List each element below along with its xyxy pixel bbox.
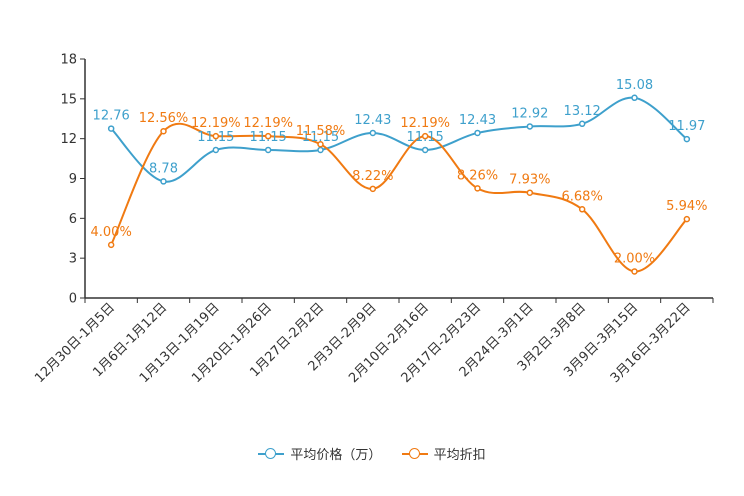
y-tick-label: 15: [60, 92, 77, 107]
series-0-data-label: 11.15: [250, 130, 287, 145]
legend-discount-label: 平均折扣: [433, 448, 486, 463]
series-1-point: [526, 189, 534, 196]
series-0-data-label: 11.15: [197, 130, 234, 145]
series-1-data-label: 8.22%: [352, 169, 393, 184]
series-1-data-label: 11.58%: [296, 124, 346, 139]
series-1-point: [369, 185, 377, 193]
series-1-data-label: 8.26%: [457, 168, 498, 183]
y-tick-label: 9: [69, 172, 77, 187]
series-1-point: [474, 185, 481, 192]
series-1-point: [212, 132, 220, 140]
series-1-point: [160, 127, 167, 135]
series-1-data-label: 12.19%: [400, 116, 450, 131]
series-1-point: [683, 215, 691, 223]
series-0-point: [631, 94, 638, 102]
data-labels: 12.76 8.78 11.15 11.15 11.15 12.43 11.15 12.43 1…: [91, 78, 708, 267]
series-0-data-label: 12.43: [354, 113, 391, 128]
legend-price-swatch: [258, 447, 285, 461]
y-tick-label: 0: [69, 292, 77, 307]
y-tick-label: 6: [69, 212, 77, 227]
series-0-data-label: 8.78: [149, 161, 178, 176]
series-0-data-label: 11.15: [302, 130, 339, 145]
series-0-data-label: 12.76: [93, 109, 130, 124]
series-0-point: [160, 178, 167, 185]
series-0-point: [683, 135, 691, 143]
series-1-point: [578, 206, 586, 213]
y-tick-label: 3: [69, 252, 77, 267]
series-0-point: [369, 129, 377, 137]
series-line-1: [110, 122, 688, 273]
series-1-point: [107, 241, 115, 249]
series-0-data-label: 12.92: [511, 106, 548, 121]
series-0-point: [107, 125, 115, 132]
series-0-point: [212, 146, 220, 154]
legend-item-price[interactable]: 平均价格（万）: [258, 444, 381, 463]
series-0-point: [317, 146, 324, 154]
series-1-data-label: 12.56%: [139, 111, 189, 126]
series-0-point: [526, 123, 534, 130]
series-1-data-label: 2.00%: [614, 251, 655, 266]
legend-discount-swatch: [401, 447, 428, 461]
series-0-data-label: 11.15: [407, 130, 444, 145]
series-1-data-label: 7.93%: [509, 173, 550, 188]
x-axis: 12月30日-1月5日1月6日-1月12日1月13日-1月19日1月20日-1月…: [32, 297, 714, 386]
series-0-data-label: 12.43: [459, 113, 496, 128]
series-0-data-label: 11.97: [668, 119, 705, 134]
series-1-data-label: 6.68%: [562, 189, 603, 204]
legend: 平均价格（万） 平均折扣: [0, 444, 744, 465]
series-1-point: [317, 140, 324, 148]
series-0-point: [264, 146, 272, 154]
series-0-data-label: 15.08: [616, 78, 653, 93]
series-0-point: [474, 129, 481, 137]
series-layer: [107, 94, 691, 275]
series-1-point: [264, 132, 272, 140]
series-0-point: [421, 146, 429, 154]
series-1-data-label: 12.19%: [243, 116, 293, 131]
series-1-data-label: 5.94%: [666, 199, 707, 214]
series-1-point: [421, 132, 429, 140]
y-tick-label: 18: [60, 53, 77, 68]
y-axis: 0 3 6 9 12 15 18: [60, 53, 86, 307]
y-tick-label: 12: [60, 132, 77, 147]
series-1-point: [631, 268, 638, 275]
series-0-data-label: 13.12: [564, 104, 601, 119]
legend-price-label: 平均价格（万）: [290, 448, 382, 463]
series-0-point: [578, 120, 586, 128]
series-1-data-label: 4.00%: [91, 225, 132, 240]
series-line-0: [110, 96, 688, 183]
line-chart: 0 3 6 9 12 15 18 12月30日-1月5日1月6日-1月12日1月13日-1月…: [32, 53, 714, 386]
legend-item-discount[interactable]: 平均折扣: [401, 444, 486, 463]
series-1-data-label: 12.19%: [191, 116, 241, 131]
